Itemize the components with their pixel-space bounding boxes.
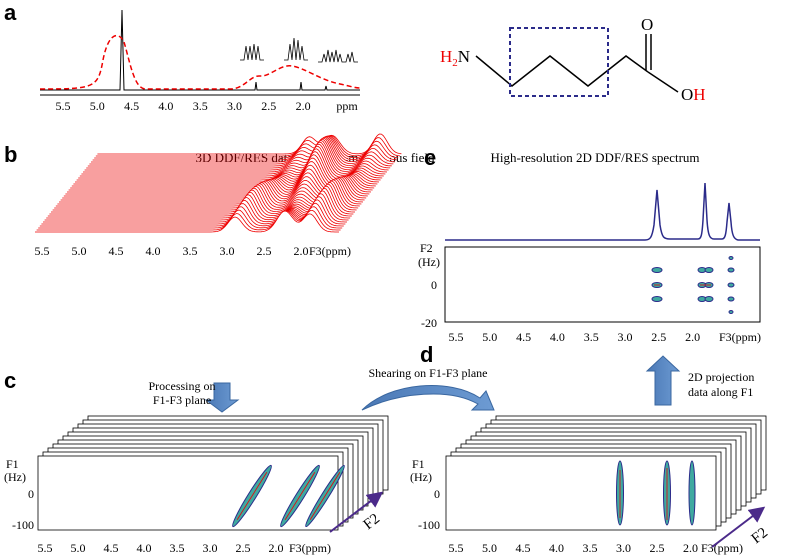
contours-c bbox=[232, 464, 345, 528]
y-tick-label: -20 bbox=[421, 316, 437, 330]
axis-unit: F3(ppm) bbox=[309, 244, 351, 258]
x-tick-label: 5.5 bbox=[38, 541, 53, 555]
atom: OH bbox=[681, 85, 706, 104]
x-tick-label: 3.0 bbox=[618, 330, 633, 344]
panel-title: High-resolution 2D DDF/RES spectrum bbox=[490, 150, 699, 165]
x-tick-label: 4.5 bbox=[104, 541, 119, 555]
axis-unit: F3(ppm) bbox=[289, 541, 331, 555]
axis-label: (Hz) bbox=[418, 255, 440, 269]
x-tick-label: 3.0 bbox=[227, 99, 242, 113]
x-tick-label: 4.5 bbox=[516, 330, 531, 344]
x-tick-label: 5.0 bbox=[482, 541, 497, 555]
x-tick-label: 5.0 bbox=[90, 99, 105, 113]
x-tick-label: 5.0 bbox=[72, 244, 87, 258]
x-tick-label: 3.5 bbox=[193, 99, 208, 113]
axis-label: (Hz) bbox=[410, 470, 432, 484]
plane bbox=[445, 455, 717, 531]
axis-unit: F3(ppm) bbox=[701, 541, 743, 555]
x-tick-label: 4.5 bbox=[124, 99, 139, 113]
x-tick-label: 2.5 bbox=[651, 330, 666, 344]
axis-label: (Hz) bbox=[4, 470, 26, 484]
axis-unit: F3(ppm) bbox=[719, 330, 761, 344]
x-tick-label: 5.5 bbox=[449, 541, 464, 555]
panel-label: a bbox=[4, 0, 17, 25]
annotation: Shearing on F1-F3 plane bbox=[369, 366, 488, 380]
plane-stack bbox=[37, 415, 389, 531]
annotation: Processing on bbox=[149, 379, 216, 393]
x-tick-label: 4.5 bbox=[109, 244, 124, 258]
annotation: 2D projection bbox=[688, 370, 754, 384]
molecule: H2N O OH bbox=[440, 15, 706, 104]
axis-label: F2 bbox=[361, 511, 383, 533]
spectrum-a: 5.5 5.0 4.5 4.0 3.5 3.0 2.5 2.0 ppm bbox=[39, 9, 361, 113]
plane-stack bbox=[445, 415, 767, 531]
x-tick-label: 2.5 bbox=[257, 244, 272, 258]
annotation: F1-F3 plane bbox=[153, 393, 211, 407]
panel-label: e bbox=[424, 145, 436, 170]
x-tick-label: 5.0 bbox=[482, 330, 497, 344]
x-tick-label: 3.5 bbox=[584, 330, 599, 344]
x-tick-label: 2.0 bbox=[683, 541, 698, 555]
panel-label: d bbox=[420, 342, 433, 367]
atom: O bbox=[641, 15, 653, 34]
x-tick-label: 4.0 bbox=[146, 244, 161, 258]
x-tick-label: 5.5 bbox=[56, 99, 71, 113]
y-tick-label: 0 bbox=[434, 487, 440, 501]
x-tick-label: 3.5 bbox=[583, 541, 598, 555]
x-tick-label: 2.0 bbox=[294, 244, 309, 258]
x-tick-label: 5.0 bbox=[71, 541, 86, 555]
x-tick-label: 3.0 bbox=[203, 541, 218, 555]
y-tick-label: -100 bbox=[418, 518, 440, 532]
x-tick-label: 4.5 bbox=[516, 541, 531, 555]
x-tick-label: 3.0 bbox=[616, 541, 631, 555]
x-tick-label: 4.0 bbox=[158, 99, 173, 113]
axis-label: F1 bbox=[412, 457, 425, 471]
panel-label: c bbox=[4, 368, 16, 393]
y-tick-label: 0 bbox=[431, 278, 437, 292]
amine: H2N bbox=[440, 47, 470, 69]
x-tick-label: 3.5 bbox=[170, 541, 185, 555]
axis-label: F2 bbox=[749, 525, 771, 547]
y-tick-label: 0 bbox=[28, 487, 34, 501]
axis-label: F1 bbox=[6, 457, 19, 471]
x-tick-label: 2.0 bbox=[296, 99, 311, 113]
x-tick-label: 2.5 bbox=[236, 541, 251, 555]
x-tick-label: 2.0 bbox=[269, 541, 284, 555]
x-tick-label: 2.5 bbox=[650, 541, 665, 555]
spectrum-e: F2 (Hz) 0 -20 5.5 5.0 4.5 4.0 3.5 3.0 2.5 2.0 F3… bbox=[418, 182, 761, 344]
annotation: data along F1 bbox=[688, 385, 753, 399]
x-tick-label: 5.5 bbox=[35, 244, 50, 258]
panel-label: b bbox=[4, 142, 17, 167]
x-tick-label: 5.5 bbox=[449, 330, 464, 344]
trace bbox=[35, 210, 339, 233]
stacked-spectra bbox=[35, 133, 402, 233]
axis-unit: ppm bbox=[336, 99, 358, 113]
plane bbox=[37, 455, 339, 531]
x-tick-label: 4.0 bbox=[549, 541, 564, 555]
y-tick-label: -100 bbox=[12, 518, 34, 532]
contours-d bbox=[616, 460, 696, 526]
x-tick-label: 3.5 bbox=[183, 244, 198, 258]
x-tick-label: 2.5 bbox=[261, 99, 276, 113]
x-tick-label: 2.0 bbox=[685, 330, 700, 344]
x-tick-label: 3.0 bbox=[220, 244, 235, 258]
axis-label: F2 bbox=[420, 241, 433, 255]
x-tick-label: 4.0 bbox=[137, 541, 152, 555]
x-tick-label: 4.0 bbox=[550, 330, 565, 344]
